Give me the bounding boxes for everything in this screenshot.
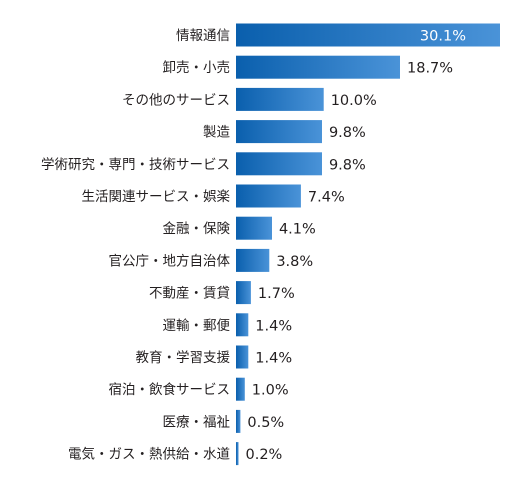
category-label: 学術研究・専門・技術サービス (41, 157, 230, 173)
bar (236, 313, 249, 337)
category-label: 情報通信 (176, 28, 230, 44)
bar (236, 120, 322, 144)
value-label: 7.4% (308, 190, 345, 206)
category-label: 医療・福祉 (163, 413, 231, 430)
category-label: 官公庁・地方自治体 (109, 253, 231, 269)
value-label: 0.5% (247, 415, 284, 431)
category-label: 卸売・小売 (163, 60, 231, 76)
value-label: 1.4% (255, 351, 292, 367)
bar (236, 184, 301, 208)
category-label: その他のサービス (122, 92, 230, 108)
bar (236, 281, 251, 305)
value-label: 9.8% (329, 157, 366, 173)
bar (236, 216, 272, 240)
bar (236, 409, 241, 433)
bar (236, 55, 400, 79)
category-label: 不動産・賃貸 (149, 286, 230, 302)
value-label: 30.1% (420, 29, 466, 45)
category-label: 金融・保険 (163, 221, 231, 237)
value-label: 1.7% (258, 286, 295, 302)
bar (236, 377, 245, 401)
category-label: 生活関連サービス・娯楽 (82, 189, 231, 205)
value-label: 3.8% (276, 254, 313, 270)
value-label: 4.1% (279, 222, 316, 238)
category-label: 教育・学習支援 (136, 350, 231, 366)
value-label: 9.8% (329, 125, 366, 141)
bar (236, 442, 239, 466)
category-label: 電気・ガス・熱供給・水道 (68, 447, 230, 463)
category-label: 宿泊・飲食サービス (109, 381, 231, 398)
category-label: 製造 (203, 125, 230, 141)
value-label: 10.0% (331, 93, 377, 109)
value-label: 18.7% (407, 61, 453, 77)
bar (236, 87, 324, 111)
bars-group: 情報通信 30.1% 卸売・小売 18.7% その他のサービス 10.0% 製造 9.8% 学術… (41, 23, 500, 466)
bar (236, 248, 270, 272)
bar (236, 152, 322, 176)
category-label: 運輸・郵便 (163, 318, 231, 334)
value-label: 1.4% (255, 318, 292, 334)
value-label: 1.0% (252, 383, 289, 399)
value-label: 0.2% (246, 447, 283, 463)
bar (236, 23, 500, 47)
bar (236, 345, 249, 369)
